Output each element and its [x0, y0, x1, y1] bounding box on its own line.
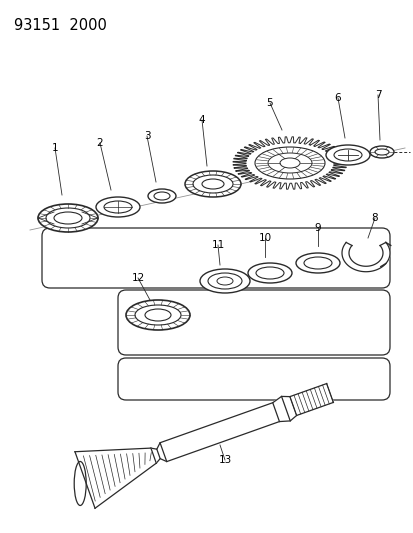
Ellipse shape	[54, 212, 82, 224]
Ellipse shape	[279, 158, 299, 168]
Ellipse shape	[96, 197, 140, 217]
Ellipse shape	[202, 179, 223, 189]
Text: 12: 12	[131, 273, 144, 283]
Ellipse shape	[254, 147, 324, 179]
Text: 11: 11	[211, 240, 224, 250]
Ellipse shape	[38, 204, 98, 232]
Text: 10: 10	[258, 233, 271, 243]
Ellipse shape	[325, 145, 369, 165]
Text: 9: 9	[314, 223, 320, 233]
Polygon shape	[233, 137, 346, 189]
Ellipse shape	[185, 171, 240, 197]
Ellipse shape	[255, 267, 283, 279]
Ellipse shape	[374, 149, 388, 155]
FancyBboxPatch shape	[42, 228, 389, 288]
Ellipse shape	[145, 309, 171, 321]
Ellipse shape	[46, 208, 90, 228]
Text: 3: 3	[143, 131, 150, 141]
Text: 1: 1	[52, 143, 58, 153]
FancyBboxPatch shape	[118, 290, 389, 355]
Text: 8: 8	[371, 213, 377, 223]
Ellipse shape	[207, 273, 242, 289]
Text: 13: 13	[218, 455, 231, 465]
FancyBboxPatch shape	[118, 358, 389, 400]
Polygon shape	[82, 384, 332, 488]
Text: 93151  2000: 93151 2000	[14, 18, 107, 33]
Ellipse shape	[303, 257, 331, 269]
Text: 2: 2	[97, 138, 103, 148]
Ellipse shape	[74, 462, 86, 505]
Ellipse shape	[295, 253, 339, 273]
Ellipse shape	[126, 300, 190, 330]
Ellipse shape	[154, 192, 170, 200]
Ellipse shape	[267, 153, 311, 173]
Ellipse shape	[199, 269, 249, 293]
Text: 7: 7	[374, 90, 380, 100]
Polygon shape	[341, 243, 389, 272]
Ellipse shape	[216, 277, 233, 285]
Ellipse shape	[369, 146, 393, 158]
Ellipse shape	[333, 149, 361, 161]
Ellipse shape	[104, 201, 132, 213]
Text: 6: 6	[334, 93, 340, 103]
Polygon shape	[75, 448, 156, 508]
Text: 4: 4	[198, 115, 205, 125]
Ellipse shape	[147, 189, 176, 203]
Ellipse shape	[135, 305, 180, 325]
Text: 5: 5	[266, 98, 273, 108]
Ellipse shape	[247, 263, 291, 283]
Ellipse shape	[192, 175, 233, 193]
